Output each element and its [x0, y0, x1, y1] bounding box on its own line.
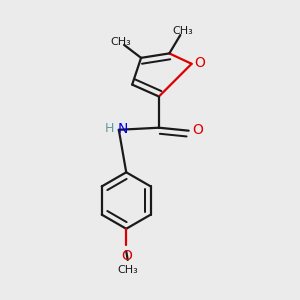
Text: O: O: [192, 123, 203, 137]
Text: O: O: [121, 249, 132, 263]
Text: CH₃: CH₃: [172, 26, 193, 36]
Text: O: O: [194, 56, 206, 70]
Text: H: H: [105, 122, 114, 135]
Text: CH₃: CH₃: [110, 37, 131, 47]
Text: N: N: [118, 122, 128, 136]
Text: CH₃: CH₃: [117, 265, 138, 275]
